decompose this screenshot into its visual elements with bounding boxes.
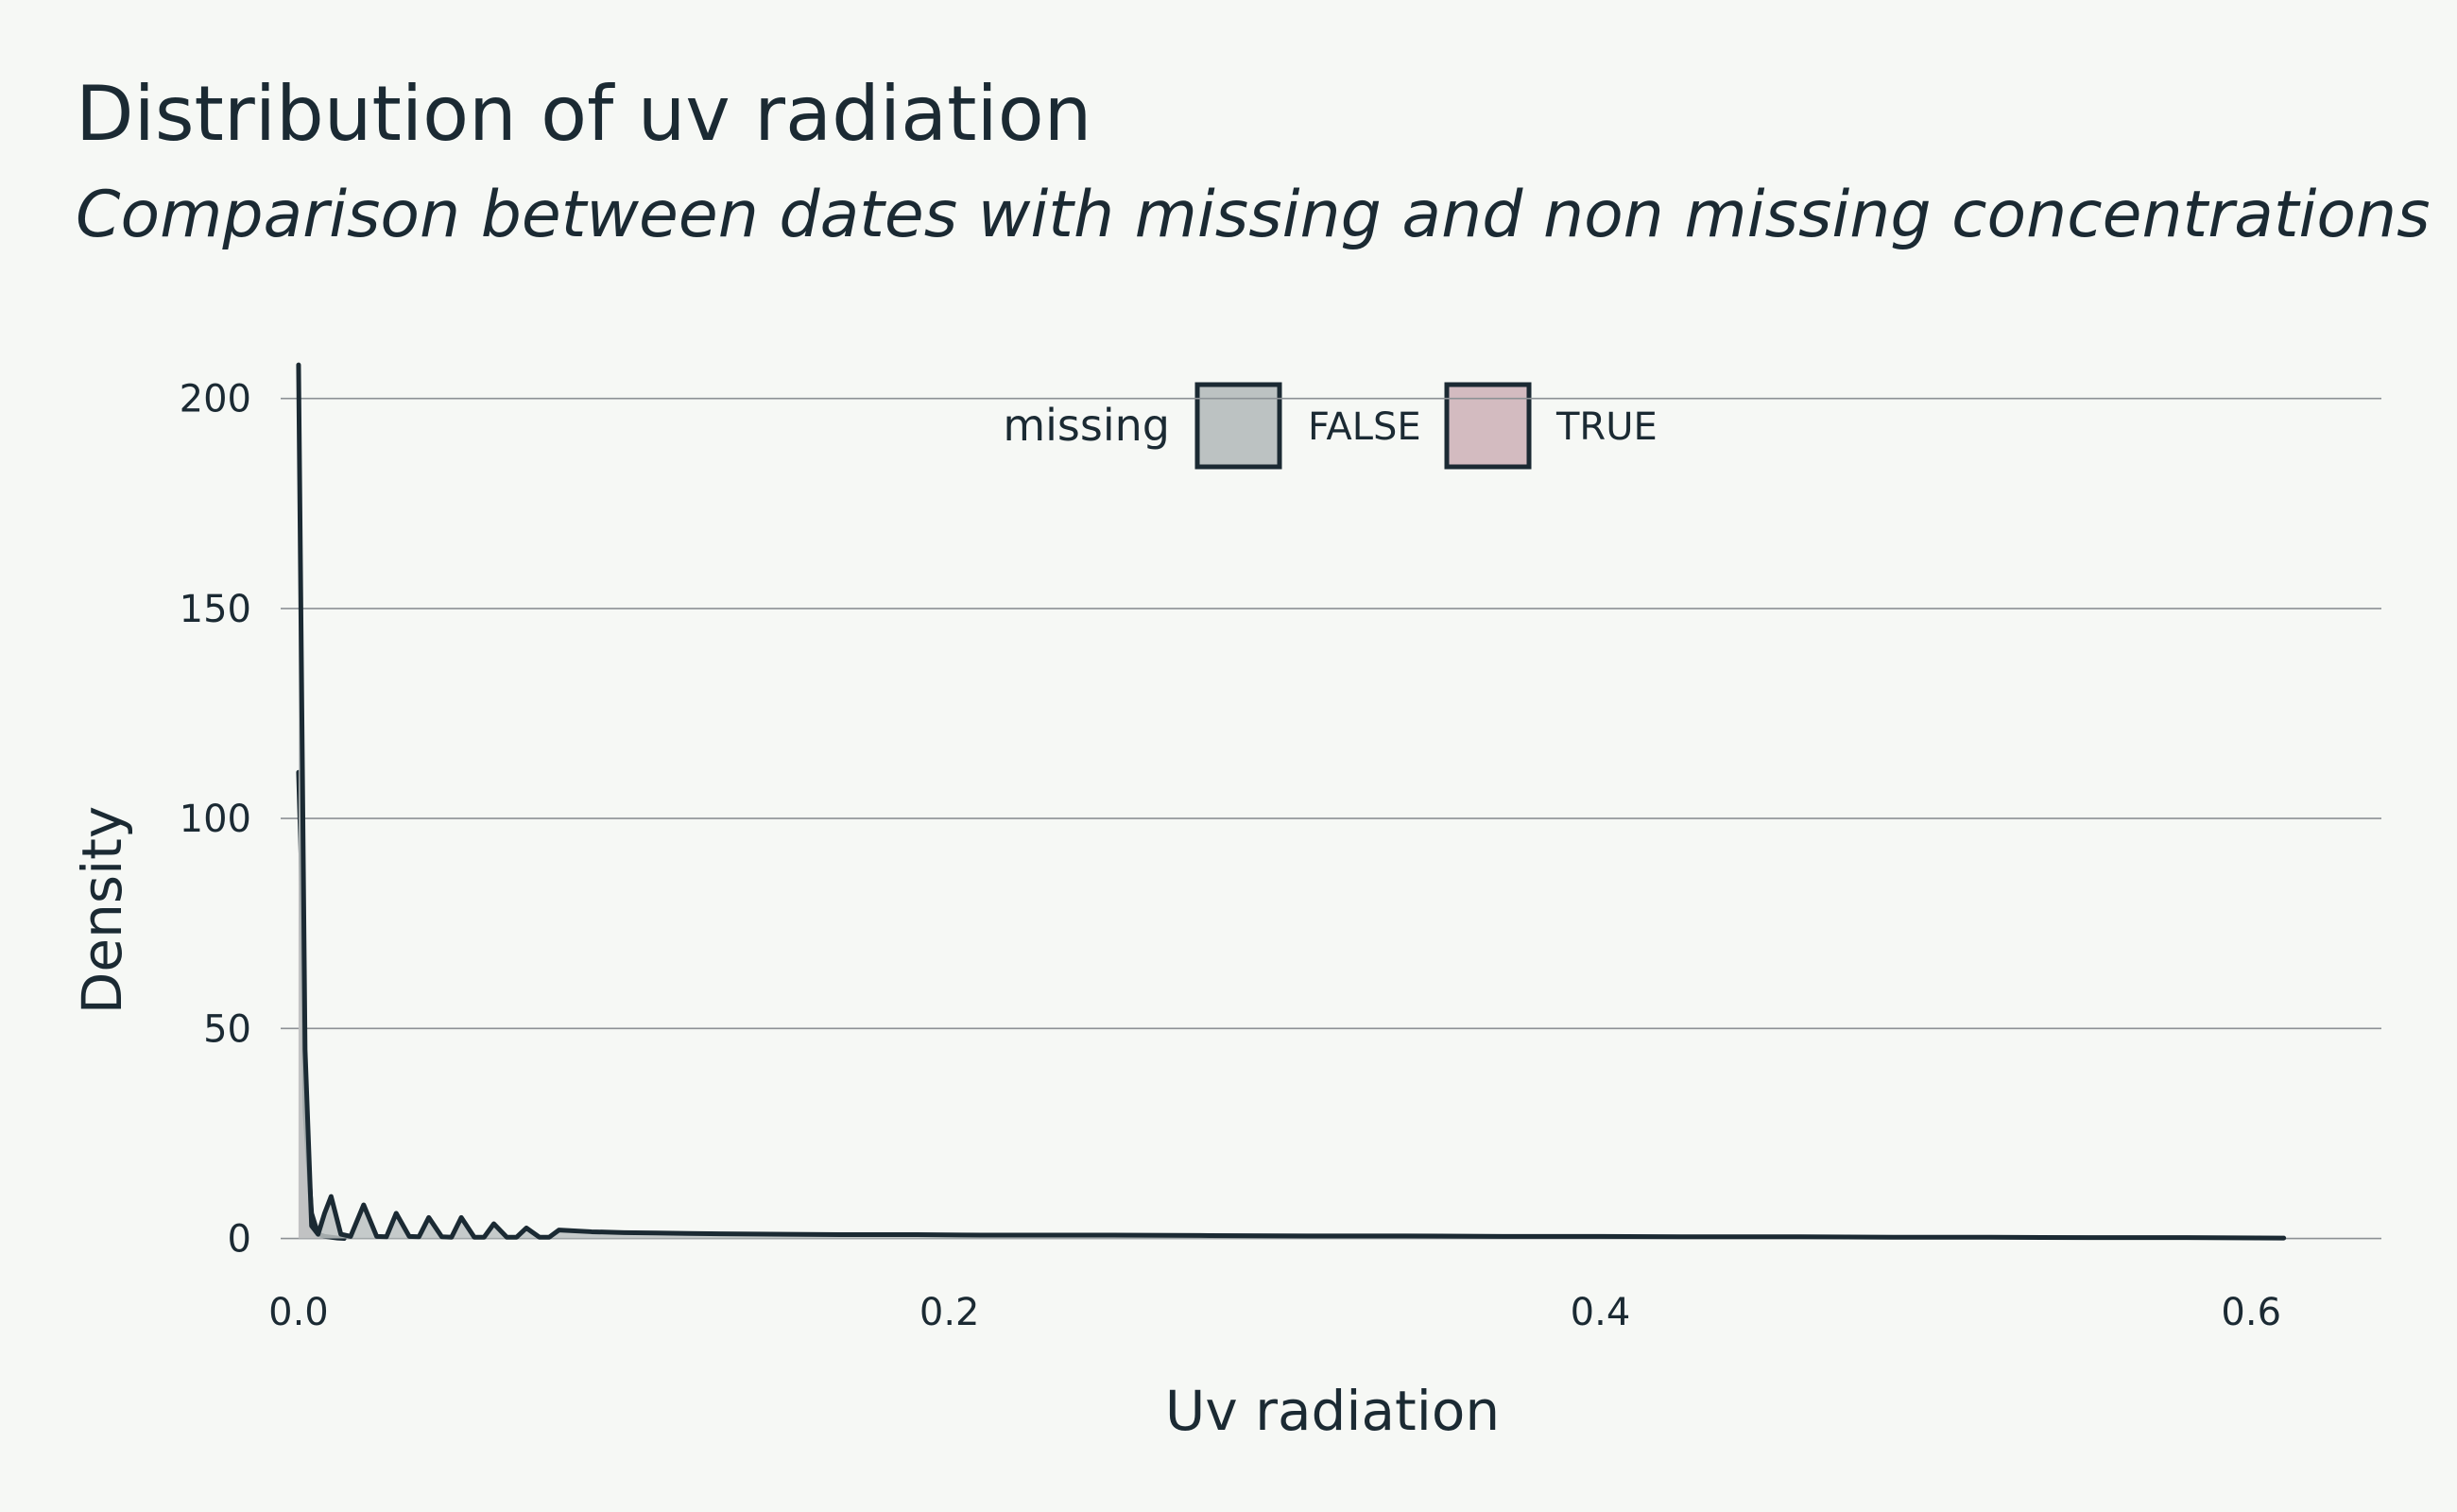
x-tick-label: 0.0: [268, 1291, 329, 1334]
chart-subtitle: Comparison between dates with missing an…: [76, 178, 2431, 252]
y-tick-label: 150: [180, 588, 251, 631]
y-tick-label: 50: [203, 1007, 251, 1051]
y-tick-label: 200: [180, 378, 251, 421]
y-tick-label: 0: [228, 1218, 251, 1262]
legend-key-true: [1444, 382, 1532, 470]
series-layer: [296, 362, 2287, 1242]
y-axis-ticks: 0 50 100 150 200: [180, 378, 251, 1262]
density-line-false: [296, 362, 2287, 1241]
legend-label-true: TRUE: [1555, 405, 1658, 449]
gridlines: [281, 397, 2381, 1240]
legend: missing FALSE TRUE: [1003, 382, 1658, 470]
chart-title: Distribution of uv radiation: [76, 70, 1091, 158]
legend-label-false: FALSE: [1308, 405, 1421, 449]
density-area-false: [298, 365, 2284, 1239]
legend-title: missing: [1003, 400, 1170, 451]
x-tick-label: 0.6: [2221, 1291, 2281, 1334]
x-axis-ticks: 0.0 0.2 0.4 0.6: [268, 1291, 2281, 1334]
x-axis-title: Uv radiation: [1165, 1379, 1500, 1443]
y-tick-label: 100: [180, 798, 251, 841]
x-tick-label: 0.4: [1571, 1291, 1631, 1334]
y-axis-title: Density: [70, 806, 134, 1015]
x-tick-label: 0.2: [919, 1291, 980, 1334]
legend-key-false: [1194, 382, 1282, 470]
